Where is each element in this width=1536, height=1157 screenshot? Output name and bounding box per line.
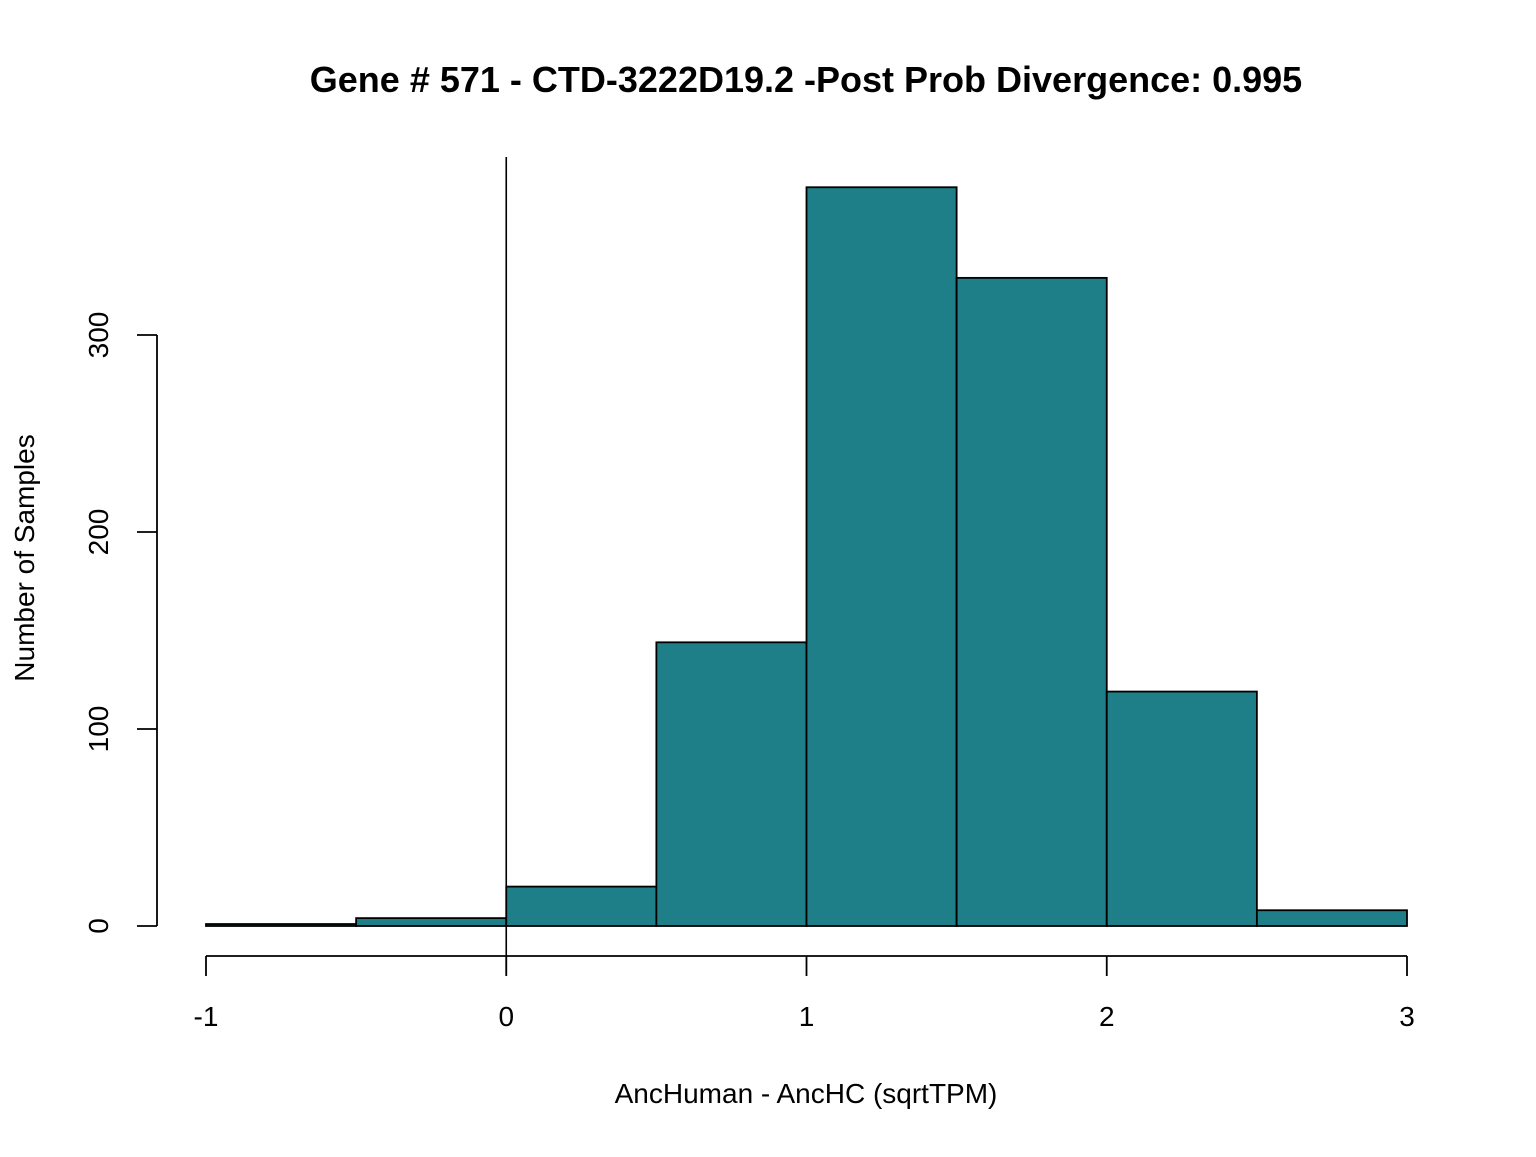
histogram-bar (655, 641, 808, 927)
histogram-bar (205, 923, 358, 927)
histogram-bars (205, 186, 1408, 927)
chart-title: Gene # 571 - CTD-3222D19.2 -Post Prob Di… (310, 59, 1302, 100)
x-tick-label: 3 (1399, 1001, 1415, 1032)
histogram-bar (805, 186, 958, 927)
x-axis-label: AncHuman - AncHC (sqrtTPM) (615, 1078, 998, 1109)
histogram-bar (1105, 690, 1258, 927)
x-tick-label: 2 (1099, 1001, 1115, 1032)
histogram-bar (355, 917, 508, 927)
histogram-bar (505, 885, 658, 927)
histogram-bar (955, 276, 1108, 927)
y-axis-label: Number of Samples (9, 434, 40, 681)
y-tick-label: 0 (83, 918, 114, 934)
y-axis: 0 100 200 300 (83, 312, 158, 934)
x-tick-label: -1 (194, 1001, 219, 1032)
histogram-bar (1255, 909, 1408, 927)
y-tick-label: 200 (83, 509, 114, 556)
x-tick-label: 1 (799, 1001, 815, 1032)
x-axis: -1 0 1 2 3 (194, 955, 1415, 1032)
y-tick-label: 300 (83, 312, 114, 359)
y-tick-label: 100 (83, 706, 114, 753)
x-tick-label: 0 (498, 1001, 514, 1032)
